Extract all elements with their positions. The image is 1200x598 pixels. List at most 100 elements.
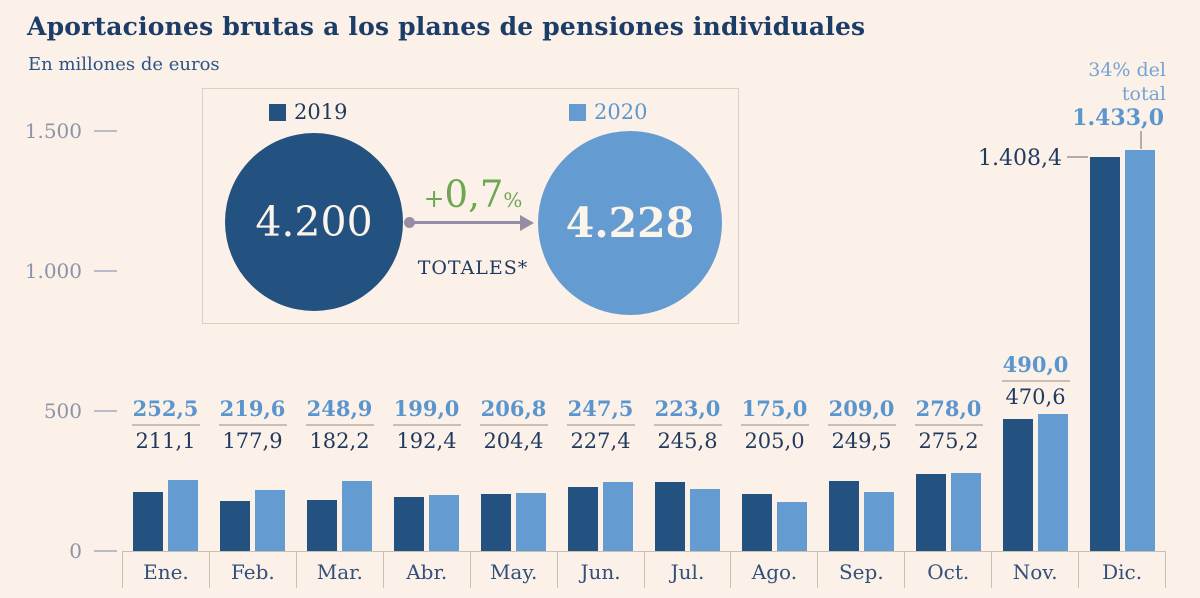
value-label-divider (566, 424, 635, 426)
value-label-pair: 206,8 204,4 (462, 396, 565, 453)
x-axis-label: Sep. (817, 552, 904, 588)
value-label-divider (914, 424, 983, 426)
value-label-pair: 490,0 470,6 (984, 352, 1087, 409)
bar-2019 (1090, 156, 1120, 551)
dic-2019-value-label: 1.408,4 (978, 146, 1062, 171)
x-axis-label: May. (469, 552, 557, 588)
value-label-2020: 199,0 (393, 396, 460, 421)
bar-2020 (429, 495, 459, 551)
change-percentage: +0,7% (423, 173, 523, 216)
value-label-2019: 275,2 (918, 428, 979, 453)
arrow-head-icon (520, 214, 534, 231)
value-label-divider (131, 424, 200, 426)
x-axis-label: Nov. (991, 552, 1078, 588)
value-label-2019: 204,4 (483, 428, 544, 453)
value-label-2020: 219,6 (219, 396, 286, 421)
bar-2019 (481, 493, 511, 551)
legend-swatch-2019-icon (269, 103, 286, 121)
increase-arrow-icon (410, 221, 522, 224)
value-label-pair: 199,0 192,4 (375, 396, 478, 453)
legend-label-2020: 2020 (594, 100, 648, 124)
bar-2020 (255, 489, 285, 551)
value-label-pair: 209,0 249,5 (810, 396, 913, 453)
total-2019-value: 4.200 (255, 198, 373, 246)
value-label-pair: 219,6 177,9 (201, 396, 304, 453)
bar-2019 (394, 497, 424, 551)
x-axis-label: Jul. (643, 552, 731, 588)
x-axis: Ene. Feb. Mar. Abr. May. Jun. Jul. Ago. Sep. Oct.… (122, 551, 1167, 588)
x-axis-label: Mar. (295, 552, 383, 588)
month-group: 248,9 182,2 (296, 0, 383, 551)
legend-swatch-2020-icon (569, 103, 586, 121)
value-label-divider (1001, 380, 1070, 382)
month-group: 209,0 249,5 (818, 0, 905, 551)
value-label-2019: 192,4 (396, 428, 457, 453)
bar-2020 (864, 492, 894, 551)
value-label-divider (740, 424, 809, 426)
y-tick-label: 0 (69, 539, 82, 563)
dic-2019-leader-line (1067, 156, 1088, 158)
value-label-2019: 249,5 (831, 428, 892, 453)
y-tick-label: 1.500 (24, 119, 82, 143)
total-2020-value: 4.228 (565, 199, 695, 247)
arrow-start-dot-icon (404, 217, 415, 228)
legend-item-2019: 2019 (269, 100, 347, 124)
bar-2020 (777, 502, 807, 551)
month-group: 206,8 204,4 (470, 0, 557, 551)
bar-2020 (1038, 413, 1068, 551)
chart-title: Aportaciones brutas a los planes de pens… (27, 12, 866, 41)
month-group (1079, 0, 1166, 551)
dic-2020-leader-line (1140, 131, 1142, 149)
month-group: 490,0 470,6 (992, 0, 1079, 551)
value-label-2020: 248,9 (306, 396, 373, 421)
value-label-2019: 205,0 (744, 428, 805, 453)
month-group: 199,0 192,4 (383, 0, 470, 551)
value-label-pair: 248,9 182,2 (288, 396, 391, 453)
totals-label: TOTALES* (417, 257, 529, 279)
value-label-pair: 175,0 205,0 (723, 396, 826, 453)
value-label-divider (392, 424, 461, 426)
value-label-pair: 223,0 245,8 (636, 396, 739, 453)
dic-share-note: 34% del total (1088, 59, 1166, 105)
value-label-2020: 278,0 (915, 396, 982, 421)
month-group: 252,5 211,1 (122, 0, 209, 551)
bar-2019 (220, 501, 250, 551)
value-label-divider (479, 424, 548, 426)
bar-2019 (742, 493, 772, 551)
total-2020-circle: 4.228 (538, 131, 722, 315)
value-label-2020: 247,5 (567, 396, 634, 421)
value-label-pair: 252,5 211,1 (114, 396, 217, 453)
value-label-2020: 209,0 (828, 396, 895, 421)
bar-2019 (1003, 419, 1033, 551)
value-label-2019: 470,6 (1005, 384, 1066, 409)
y-tick-mark (94, 550, 117, 552)
x-axis-label: Jun. (556, 552, 644, 588)
value-label-2020: 490,0 (1002, 352, 1069, 377)
value-label-2020: 175,0 (741, 396, 808, 421)
y-tick-mark (94, 410, 117, 412)
totals-panel: 2019 2020 4.200 4.228 +0,7% TOTALES* (202, 88, 739, 324)
month-group: 247,5 227,4 (557, 0, 644, 551)
bar-2020 (516, 493, 546, 551)
month-group: 219,6 177,9 (209, 0, 296, 551)
legend-item-2020: 2020 (569, 100, 647, 124)
bar-2020 (951, 473, 981, 551)
y-tick-label: 500 (43, 399, 82, 423)
value-label-pair: 278,0 275,2 (897, 396, 1000, 453)
bar-2020 (603, 481, 633, 551)
value-label-divider (218, 424, 287, 426)
y-tick-label: 1.000 (24, 259, 82, 283)
bar-2020 (1125, 149, 1155, 551)
x-axis-label: Ago. (730, 552, 817, 588)
bar-2019 (916, 473, 946, 551)
bar-2019 (307, 499, 337, 551)
month-group: 278,0 275,2 (905, 0, 992, 551)
bar-2019 (133, 491, 163, 551)
value-label-divider (653, 424, 722, 426)
value-label-divider (305, 424, 374, 426)
legend-label-2019: 2019 (294, 100, 348, 124)
value-label-2019: 211,1 (135, 428, 196, 453)
x-axis-label: Feb. (208, 552, 296, 588)
bar-2019 (829, 481, 859, 551)
